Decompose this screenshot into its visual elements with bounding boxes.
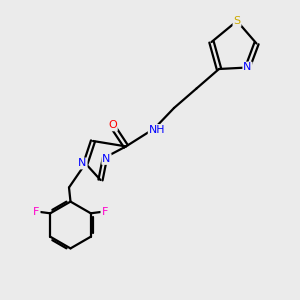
Text: O: O (108, 120, 117, 130)
Text: S: S (233, 16, 241, 26)
Text: N: N (78, 158, 87, 169)
Text: F: F (101, 207, 108, 217)
Text: N: N (243, 62, 252, 73)
Text: NH: NH (149, 125, 165, 135)
Text: N: N (102, 154, 111, 164)
Text: F: F (33, 207, 40, 217)
